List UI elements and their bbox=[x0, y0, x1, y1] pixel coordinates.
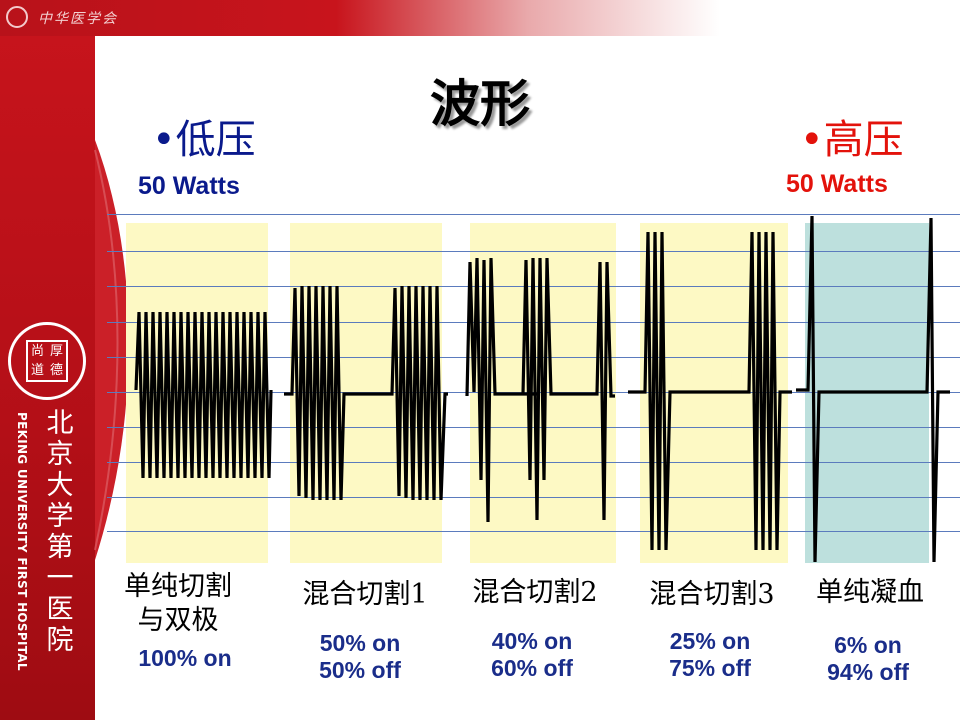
label-line: 混合切割1 bbox=[302, 579, 428, 610]
hospital-name-char: 大 bbox=[46, 470, 74, 501]
duty-line: 25% on bbox=[669, 628, 751, 654]
label-line: 单纯凝血 bbox=[816, 577, 924, 608]
waveform-label-blend-3: 混合切割3 bbox=[637, 578, 787, 612]
waveform-blend-3 bbox=[628, 231, 792, 551]
duty-line: 6% on bbox=[834, 632, 902, 658]
high-voltage-label: •高压 bbox=[800, 117, 904, 163]
duty-line: 75% off bbox=[669, 655, 751, 681]
hospital-name-char: 一 bbox=[46, 563, 74, 594]
grid-line bbox=[107, 462, 960, 463]
waveform-label-pure-coag: 单纯凝血 bbox=[802, 576, 938, 610]
duty-cycle-blend-1: 50% on 50% off bbox=[290, 630, 430, 684]
high-voltage-watts: 50 Watts bbox=[786, 170, 888, 198]
waveform-blend-2 bbox=[465, 257, 615, 523]
hospital-name-char: 北 bbox=[46, 408, 74, 439]
hospital-name-char: 医 bbox=[46, 594, 74, 625]
duty-line: 50% on bbox=[319, 630, 401, 656]
duty-cycle-blend-3: 25% on 75% off bbox=[640, 628, 780, 682]
waveform-label-blend-1: 混合切割1 bbox=[290, 578, 440, 612]
grid-line bbox=[107, 497, 960, 498]
seal-char: 尚 bbox=[30, 344, 44, 359]
waveform-label-pure-cut: 单纯切割 与双极 bbox=[108, 570, 248, 638]
duty-cycle-blend-2: 40% on 60% off bbox=[462, 628, 602, 682]
hospital-name-char: 京 bbox=[46, 439, 74, 470]
society-name: 中华医学会 bbox=[38, 11, 118, 27]
label-line: 单纯切割 bbox=[124, 571, 232, 602]
hospital-name-cn: 北京大学第一医院 bbox=[44, 408, 76, 656]
label-line: 混合切割2 bbox=[472, 577, 598, 608]
grid-line bbox=[107, 531, 960, 532]
low-voltage-label: •低压 bbox=[152, 117, 256, 163]
grid-line bbox=[107, 214, 960, 215]
grid-line bbox=[107, 251, 960, 252]
duty-line: 40% on bbox=[491, 628, 573, 654]
waveform-blend-1 bbox=[284, 285, 448, 501]
hospital-seal-icon: 尚 厚 道 德 bbox=[8, 322, 86, 400]
hospital-name-char: 院 bbox=[46, 625, 74, 656]
waveform-label-blend-2: 混合切割2 bbox=[460, 576, 610, 610]
label-line: 与双极 bbox=[137, 605, 219, 636]
duty-line: 60% off bbox=[491, 655, 573, 681]
seal-char: 德 bbox=[49, 363, 63, 378]
label-line: 混合切割3 bbox=[649, 579, 775, 610]
seal-char: 道 bbox=[30, 363, 44, 378]
duty-line: 100% on bbox=[138, 645, 232, 671]
grid-line bbox=[107, 427, 960, 428]
waveform-pure-coag bbox=[796, 215, 950, 563]
low-voltage-watts: 50 Watts bbox=[138, 172, 240, 200]
waveform-pure-cut bbox=[134, 311, 273, 479]
duty-cycle-pure-cut: 100% on bbox=[115, 645, 255, 672]
duty-line: 94% off bbox=[827, 659, 909, 685]
duty-line: 50% off bbox=[319, 657, 401, 683]
seal-char: 厚 bbox=[49, 344, 63, 359]
society-logo-icon bbox=[6, 6, 28, 28]
slide-title: 波形 bbox=[430, 75, 530, 133]
duty-cycle-pure-coag: 6% on 94% off bbox=[798, 632, 938, 686]
hospital-name-char: 学 bbox=[46, 501, 74, 532]
header-band: 中华医学会 bbox=[0, 0, 960, 36]
hospital-name-char: 第 bbox=[46, 532, 74, 563]
